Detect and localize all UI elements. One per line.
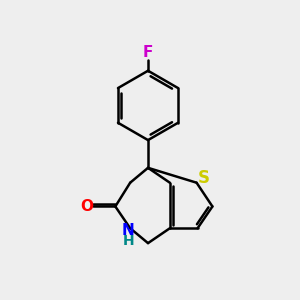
Text: O: O: [80, 199, 93, 214]
Text: F: F: [143, 45, 153, 60]
Text: N: N: [122, 223, 135, 238]
Text: H: H: [122, 234, 134, 248]
Text: S: S: [197, 169, 209, 187]
